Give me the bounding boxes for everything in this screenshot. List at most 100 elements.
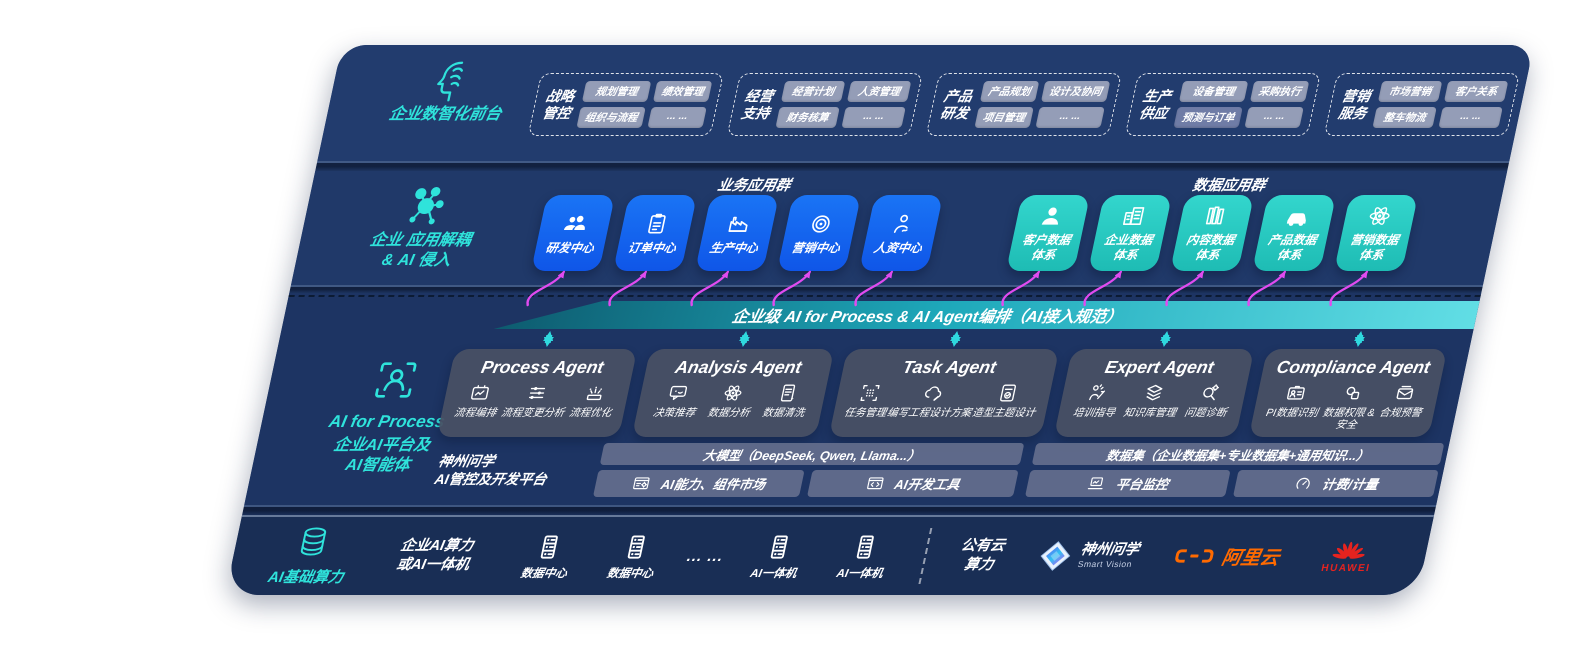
data-tiles: 客户数据 体系 企业数据 体系 内容数据 体系 产品数据 体系 营销数据 体系: [1005, 195, 1419, 271]
front-office-group: 战略 管控 规划管理 绩效管理 组织与流程 ... ...: [527, 73, 725, 136]
agent-title: Expert Agent: [1103, 357, 1216, 377]
platform-cells: 平台监控 计费/计量: [1024, 470, 1439, 497]
vendor-subtitle: Smart Vision: [1076, 558, 1134, 569]
front-office-group: 营销 服务 市场营销 客户关系 整车物流 ... ...: [1323, 73, 1521, 136]
node-label: 数据中心: [605, 567, 655, 580]
agent-item: 流程编排: [453, 382, 503, 419]
module-chip: 预测与订单: [1173, 107, 1244, 128]
shelf-shadow: [289, 285, 1483, 293]
module-chip: 绩效管理: [653, 81, 713, 102]
agent-item: 数据权限 & 安全: [1319, 382, 1381, 431]
node-label: AI一体机: [835, 567, 884, 580]
agent-item: 知识库管理: [1122, 382, 1182, 419]
ai-appliance-node: AI一体机: [815, 532, 912, 581]
agent-item-label: 任务管理: [843, 407, 888, 419]
agent-item: 流程变更分析: [500, 382, 571, 419]
platform-cell: AI开发工具: [806, 470, 1019, 497]
module-chip: 设计及协同: [1040, 81, 1111, 102]
platform-cell-label: AI能力、组件市场: [659, 477, 767, 492]
person-scan-icon: [368, 357, 424, 403]
vendor-smartvision: 神州问学 Smart Vision: [1014, 540, 1164, 572]
molecule-icon: [399, 185, 455, 231]
layers-icon: [1141, 382, 1168, 404]
ai-orchestration-banner: 企业级 AI for Process & AI Agent编排（AI接入规范）: [494, 301, 1492, 329]
target-icon: [805, 211, 837, 237]
dashed-separator: [288, 295, 1481, 297]
platform-cell-label: 平台监控: [1114, 477, 1170, 492]
agent-item: 造型主题设计: [971, 382, 1042, 419]
factory-icon: [723, 211, 755, 237]
tile-label: 营销数据 体系: [1349, 233, 1401, 262]
agent-title: Process Agent: [479, 357, 606, 377]
decouple-label: 企业 应用解耦 & AI 侵入: [368, 232, 473, 269]
ai-layer-band: 企业级 AI for Process & AI Agent编排（AI接入规范） …: [244, 293, 1481, 505]
enterprise-compute-label: 企业AI算力 或AI一体机: [394, 538, 475, 573]
agent-item: 数据分析: [706, 382, 756, 419]
group-chips: 规划管理 绩效管理 组织与流程 ... ...: [576, 81, 713, 128]
clipboard-icon: [641, 211, 673, 237]
module-chip: ... ...: [1035, 107, 1105, 128]
group-name: 战略 管控: [540, 87, 576, 121]
front-office-group: 产品 研发 产品规划 设计及协同 项目管理 ... ...: [925, 73, 1123, 136]
platform-cell-label: AI开发工具: [892, 477, 962, 492]
agent-title: Compliance Agent: [1274, 357, 1433, 377]
agent-item: 合规预警: [1378, 382, 1428, 419]
agent-card: Analysis Agent 决策推荐 数据分析 数据清洗: [631, 349, 835, 437]
module-chip: 财务核算: [775, 107, 840, 128]
brain-icon: [424, 59, 480, 105]
module-chip: 市场营销: [1377, 81, 1443, 102]
platform-cell: 平台监控: [1024, 470, 1231, 497]
dataset-bar: 数据集（企业数据集+专业数据集+通用知识...）: [1031, 443, 1445, 465]
agent-items: 决策推荐 数据分析 数据清洗: [641, 382, 819, 431]
group-name: 经营 支持: [739, 87, 775, 121]
agent-card: Task Agent 任务管理 编写工程设计方案 造型主题设计: [828, 349, 1060, 437]
atom-icon: [1364, 203, 1396, 229]
user-icon: [1036, 203, 1068, 229]
group-name: 生产 供应: [1137, 87, 1173, 121]
front-office-group: 经营 支持 经营计划 人资管理 财务核算 ... ...: [726, 73, 924, 136]
node-label: 数据中心: [519, 567, 569, 580]
vendor-name: HUAWEI: [1320, 563, 1372, 574]
tile-label: 研发中心: [544, 240, 596, 255]
window-gear-icon: [630, 474, 653, 493]
platform-label: 神州问学 AI管控及开发平台: [433, 452, 549, 487]
agent-item-label: 培训指导: [1071, 407, 1117, 419]
agent-item: 流程优化: [568, 382, 618, 419]
ai-section-title: AI for Process: [327, 412, 447, 431]
banner-text: 企业级 AI for Process & AI Agent编排（AI接入规范）: [730, 309, 1124, 326]
module-chip: 人资管理: [846, 81, 912, 102]
optimize-icon: [581, 382, 608, 404]
module-chip: 产品规划: [979, 81, 1040, 102]
module-chip: 经营计划: [780, 81, 846, 102]
group-name: 产品 研发: [938, 87, 974, 121]
infra-row: AI基础算力 企业AI算力 或AI一体机 数据中心 数据中心 ... ... A…: [225, 517, 1434, 595]
agent-items: 任务管理 编写工程设计方案 造型主题设计: [838, 382, 1044, 431]
diamond-logo: [1036, 540, 1075, 572]
shelf-shadow: [315, 161, 1510, 171]
agent-item-label: 造型主题设计: [971, 407, 1037, 419]
id-card-icon: [1283, 382, 1310, 404]
chat-face-icon: [665, 382, 692, 404]
module-chip: ... ...: [1244, 107, 1304, 128]
tile-label: 客户数据 体系: [1021, 233, 1073, 262]
tile-label: 产品数据 体系: [1267, 233, 1319, 262]
diagnose-icon: [1196, 382, 1223, 404]
hr-person-icon: [887, 211, 919, 237]
group-chips: 产品规划 设计及协同 项目管理 ... ...: [974, 81, 1111, 128]
data-tile: 客户数据 体系: [1005, 195, 1091, 271]
tile-label: 营销中心: [790, 240, 842, 255]
infra-label-block: AI基础算力: [249, 525, 372, 587]
agent-item: 任务管理: [843, 382, 893, 419]
module-chip: 整车物流: [1372, 107, 1437, 128]
atom-icon: [720, 382, 747, 404]
building-icon: [1118, 203, 1150, 229]
front-office-label-block: 企业数智化前台: [355, 59, 545, 125]
shapes-icon: [1340, 382, 1367, 404]
decouple-band: 企业 应用解耦 & AI 侵入 业务应用群 研发中心 订单中心 生产中心: [290, 171, 1508, 285]
huawei-logo: [1329, 538, 1370, 562]
shelf-shadow: [242, 505, 1437, 515]
platform-row: 神州问学 AI管控及开发平台 大模型（DeepSeek, Qwen, Llama…: [431, 443, 1447, 497]
window-code-icon: [864, 474, 887, 493]
agent-item-label: 流程优化: [568, 407, 613, 419]
agent-item-label: 数据权限 & 安全: [1321, 407, 1376, 432]
